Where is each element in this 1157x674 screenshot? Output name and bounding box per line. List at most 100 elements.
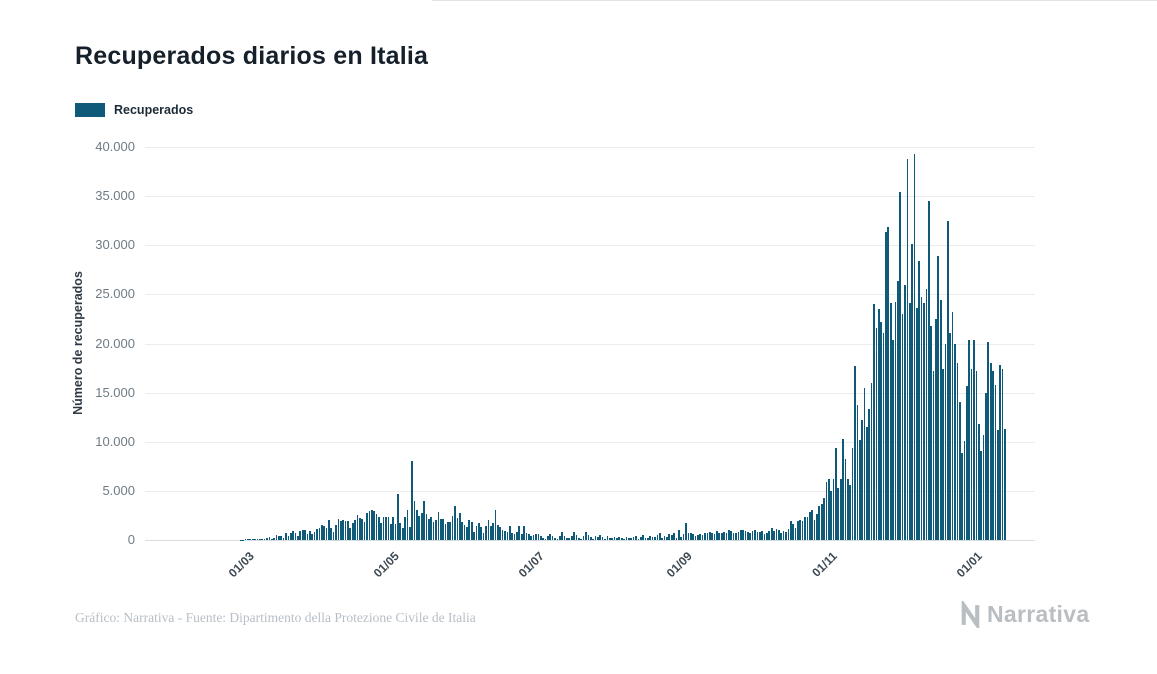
bar [437, 511, 440, 540]
bar [675, 537, 678, 540]
bar [927, 201, 930, 540]
bar [585, 532, 587, 540]
bar [342, 519, 344, 540]
bar [858, 439, 861, 540]
bar [758, 531, 761, 540]
bar [806, 516, 809, 540]
bar [263, 539, 266, 540]
bar [275, 534, 278, 540]
bar [780, 532, 783, 540]
bar [916, 307, 918, 540]
bar [499, 526, 502, 540]
bar [777, 529, 780, 540]
chart-title: Recuperados diarios en Italia [75, 42, 429, 70]
bar [304, 530, 306, 540]
bar [644, 538, 647, 540]
gridline [145, 343, 1035, 345]
bar [713, 534, 716, 540]
bar [849, 485, 852, 540]
bar [939, 299, 942, 540]
bar [339, 520, 342, 540]
bar [989, 362, 992, 540]
bar [582, 536, 585, 540]
bar [882, 333, 885, 540]
bar [404, 516, 406, 540]
bar [844, 459, 847, 540]
gridline [145, 147, 1035, 148]
bar [711, 532, 713, 540]
bar [827, 478, 830, 540]
bar [694, 535, 697, 540]
bar [373, 511, 375, 540]
bar [897, 281, 899, 540]
legend-label: Recuperados [114, 103, 194, 117]
bar [447, 522, 449, 540]
bar [570, 536, 573, 540]
bar [847, 479, 849, 540]
bar [387, 517, 390, 540]
bar [473, 531, 475, 540]
bar [666, 536, 668, 540]
x-tick-label: 01/05 [371, 549, 403, 581]
bar [932, 371, 935, 540]
bar [425, 514, 428, 540]
bar [639, 537, 642, 540]
bar [706, 532, 709, 540]
bar [649, 535, 652, 540]
bar [380, 523, 383, 540]
bar [751, 531, 754, 540]
bar [313, 531, 316, 540]
bar [430, 516, 433, 540]
bar [435, 519, 437, 540]
bar [273, 538, 275, 540]
bar [599, 535, 602, 540]
bar [394, 523, 397, 540]
bar [654, 537, 656, 540]
legend: Recuperados [75, 103, 193, 117]
bar [899, 191, 902, 540]
bar [335, 524, 337, 540]
bar [835, 447, 837, 540]
y-tick-label: 40.000 [95, 139, 135, 154]
bar [332, 531, 335, 540]
bar [311, 533, 314, 540]
bar [458, 512, 461, 540]
bar [411, 461, 414, 540]
bar [611, 538, 613, 540]
bar [301, 529, 304, 540]
bar [349, 527, 352, 540]
bar [520, 533, 523, 540]
bar [670, 534, 673, 540]
gridline [145, 294, 1035, 296]
bar [818, 506, 821, 540]
bar [677, 529, 680, 540]
bar [885, 231, 887, 540]
bar [399, 522, 402, 540]
bar [378, 517, 380, 540]
bar [589, 537, 592, 540]
bar [466, 526, 468, 540]
bar [956, 362, 959, 540]
bar [504, 531, 506, 540]
bar [563, 536, 566, 540]
bar [685, 523, 687, 540]
x-tick-label: 01/11 [809, 549, 841, 580]
bar [761, 531, 763, 540]
bar [861, 420, 863, 540]
bar [280, 535, 283, 540]
bar [551, 536, 554, 540]
bar [870, 382, 873, 540]
bar [901, 313, 904, 540]
bar [913, 154, 916, 540]
bar [770, 528, 773, 540]
bar [977, 423, 980, 540]
bar [354, 519, 356, 540]
bar [720, 532, 723, 540]
bar [730, 530, 733, 540]
bar [973, 340, 975, 540]
bar [749, 532, 752, 540]
bar [797, 521, 799, 540]
y-tick-label: 15.000 [95, 384, 135, 400]
bar [863, 388, 866, 540]
